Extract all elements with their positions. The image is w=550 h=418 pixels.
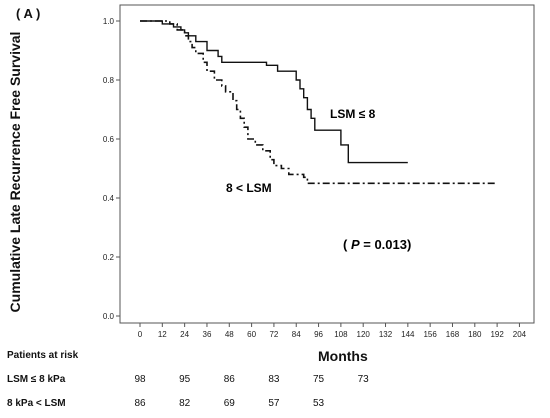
risk-value: 86 — [134, 398, 146, 409]
panel-label: ( A ) — [16, 6, 41, 21]
risk-value: 82 — [179, 398, 191, 409]
x-tick-label: 192 — [490, 330, 504, 339]
risk-value: 53 — [312, 398, 325, 409]
y-tick-label: 0.2 — [103, 253, 115, 262]
x-tick-label: 168 — [446, 330, 460, 339]
x-tick-label: 108 — [334, 330, 348, 339]
risk-value: 69 — [223, 398, 235, 409]
p-value-prefix: ( — [343, 237, 351, 252]
y-tick-label: 0.0 — [103, 312, 115, 321]
curve-lsm-low — [140, 20, 408, 164]
risk-value: 86 — [223, 374, 235, 385]
x-tick-label: 12 — [158, 330, 167, 339]
y-tick-label: 0.4 — [103, 194, 115, 203]
x-tick-label: 72 — [269, 330, 278, 339]
p-value-symbol: P — [351, 237, 360, 252]
x-tick-label: 96 — [314, 330, 323, 339]
x-tick-label: 120 — [357, 330, 371, 339]
y-tick-label: 0.8 — [103, 76, 115, 85]
curve-lsm-high — [140, 20, 498, 185]
risk-value: 73 — [357, 374, 369, 385]
risk-row-label: 8 kPa < LSM — [7, 398, 66, 409]
survival-curves — [140, 20, 498, 185]
risk-value: 95 — [179, 374, 191, 385]
x-tick-label: 36 — [203, 330, 212, 339]
x-tick-label: 48 — [225, 330, 234, 339]
y-tick-label: 0.6 — [103, 135, 115, 144]
x-tick-label: 156 — [423, 330, 437, 339]
x-tick-label: 60 — [247, 330, 256, 339]
x-tick-label: 144 — [401, 330, 415, 339]
x-tick-label: 204 — [513, 330, 527, 339]
p-value-annotation: ( P = 0.013) — [343, 237, 411, 252]
x-axis-label: Months — [318, 348, 368, 364]
risk-row-label: LSM ≤ 8 kPa — [7, 374, 66, 385]
series-label-lsm-high: 8 < LSM — [226, 181, 272, 195]
risk-value: 83 — [268, 374, 280, 385]
plot-frame — [119, 4, 535, 324]
series-label-lsm-low: LSM ≤ 8 — [330, 107, 376, 121]
x-tick-label: 180 — [468, 330, 482, 339]
x-tick-label: 132 — [379, 330, 393, 339]
risk-value: 57 — [268, 398, 280, 409]
risk-value: 75 — [312, 374, 325, 385]
risk-value: 98 — [134, 374, 146, 385]
x-tick-label: 0 — [138, 330, 143, 339]
x-axis: 0 12 24 36 48 60 72 84 96 108 120 132 144 156 168 180 19… — [138, 323, 527, 339]
x-tick-label: 24 — [180, 330, 189, 339]
p-value-text: = 0.013) — [360, 237, 412, 252]
y-axis: 0.0 0.2 0.4 0.6 0.8 1.0 — [103, 17, 120, 321]
y-tick-label: 1.0 — [103, 17, 115, 26]
risk-table-title: Patients at risk — [7, 350, 79, 361]
x-tick-label: 84 — [292, 330, 301, 339]
